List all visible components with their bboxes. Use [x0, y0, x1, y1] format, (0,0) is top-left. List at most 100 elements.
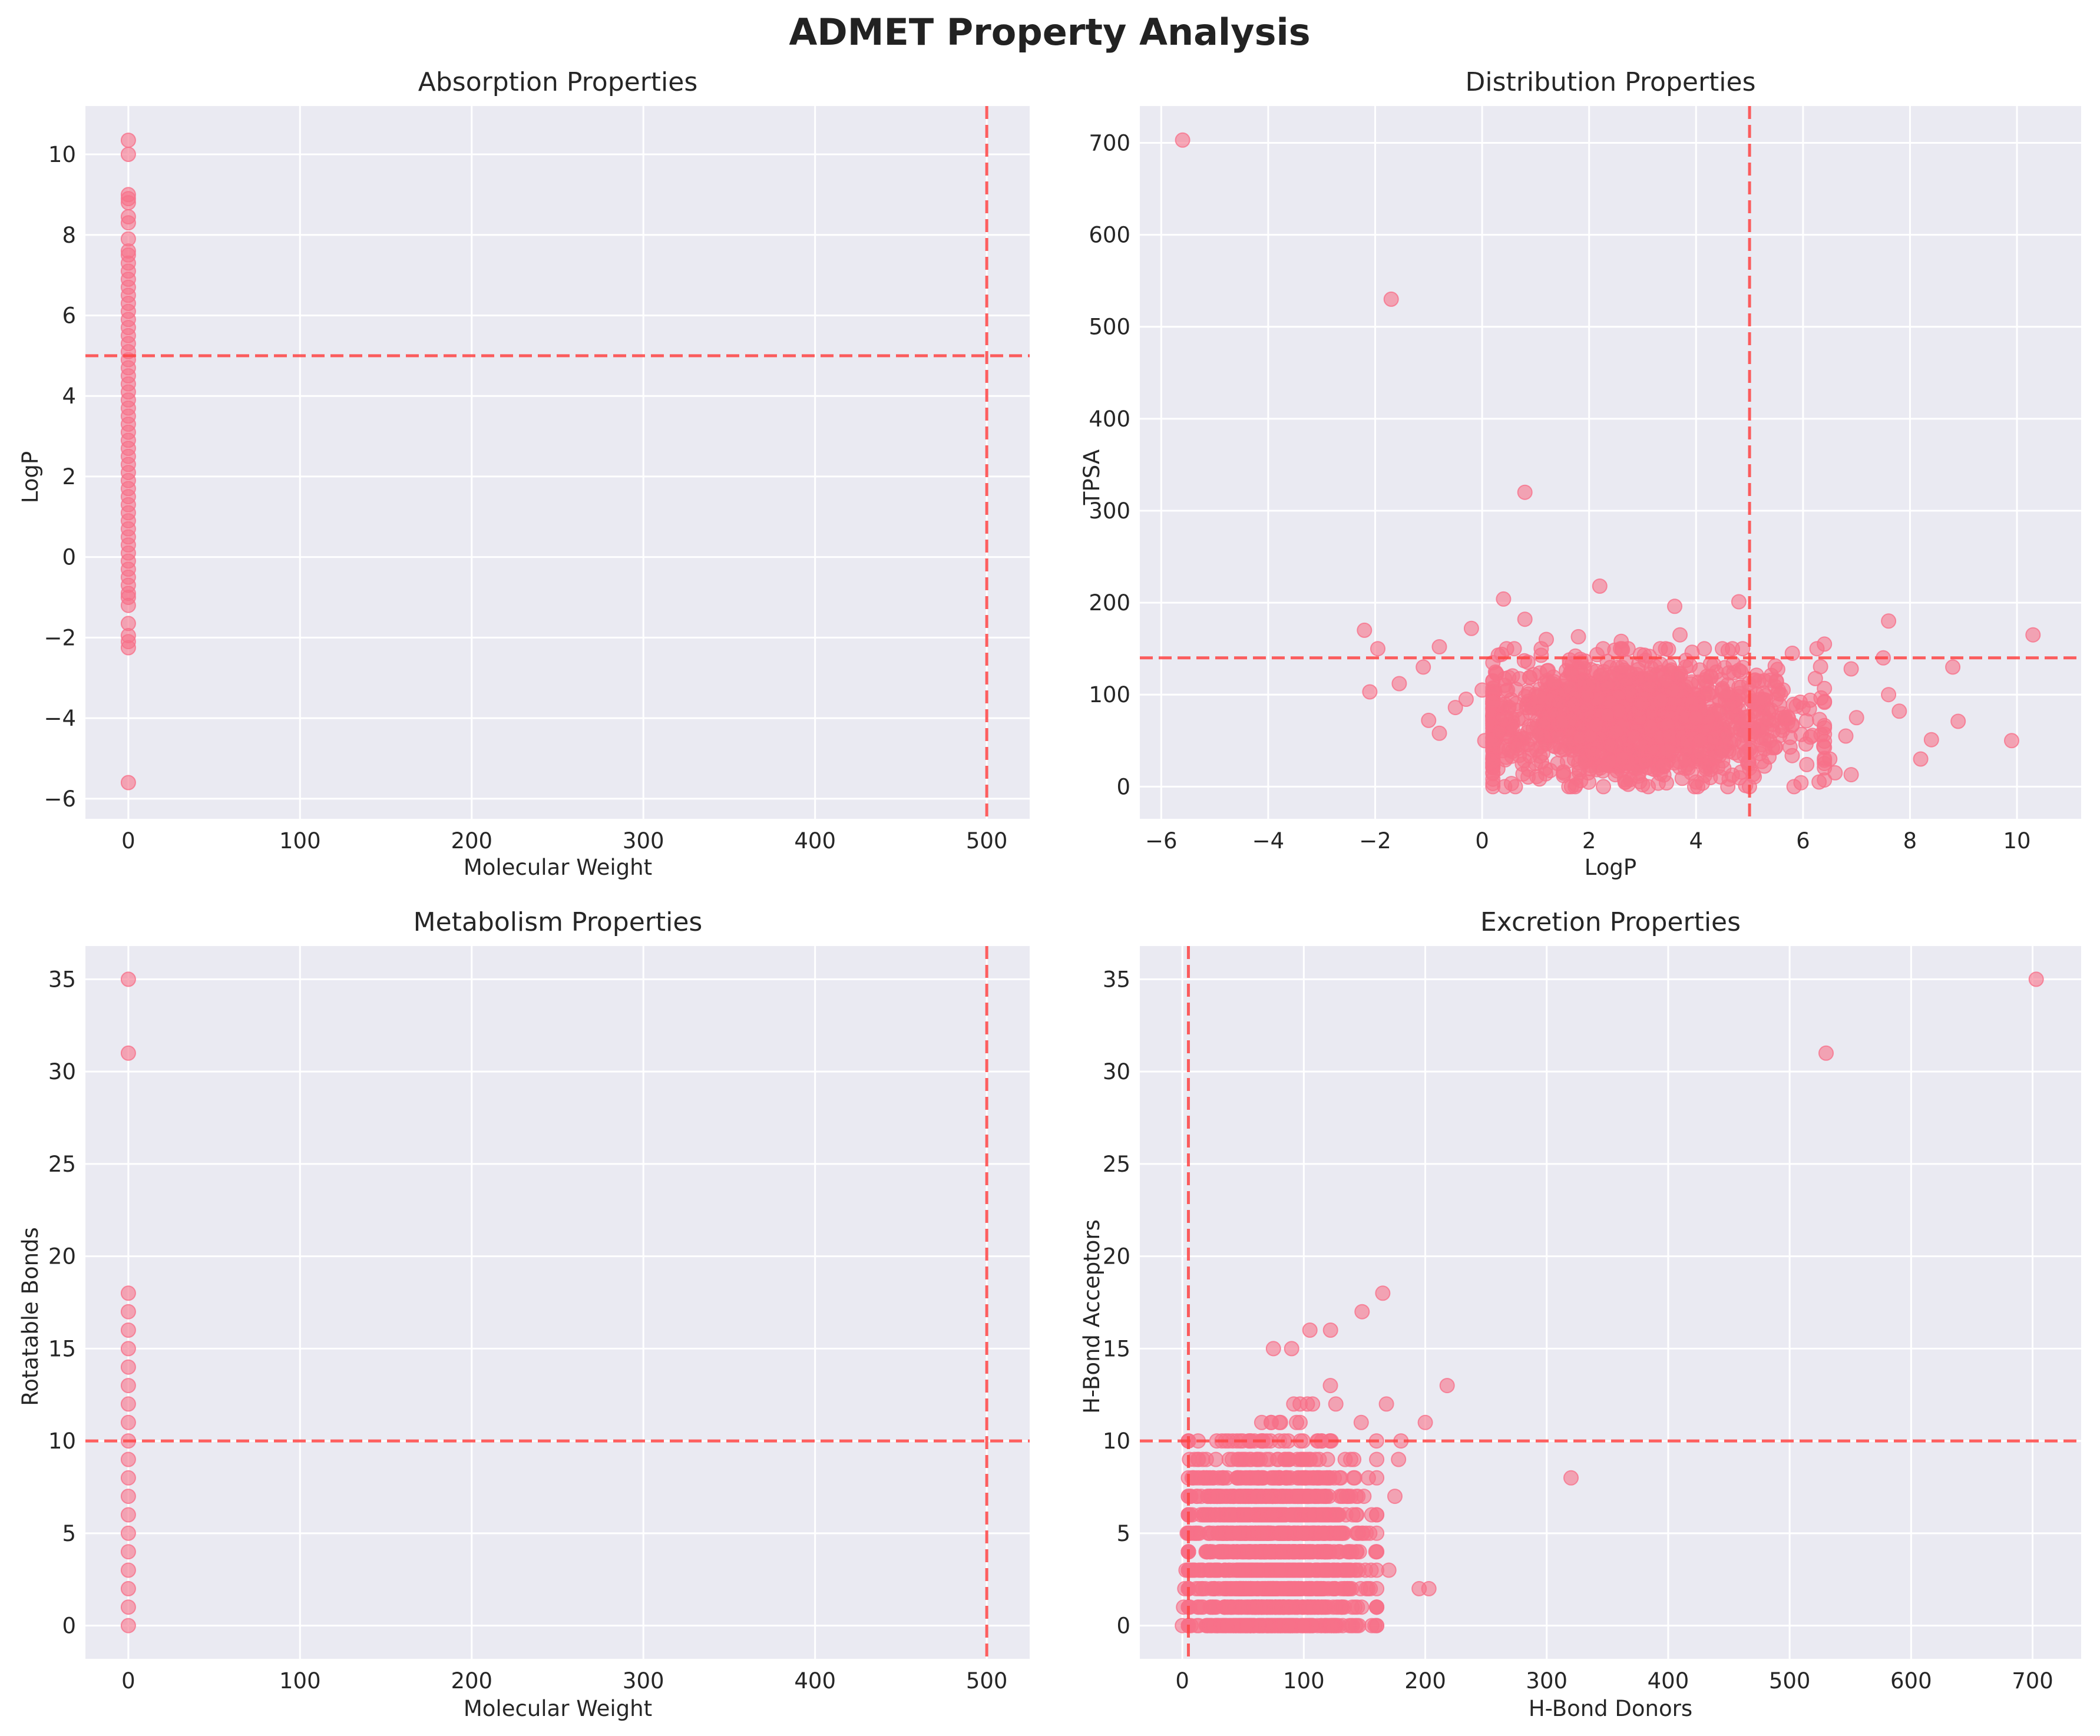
distribution-point: [1945, 659, 1961, 675]
distribution-point: [1763, 702, 1779, 718]
distribution-point: [1581, 677, 1597, 693]
distribution-xtick-label: 0: [1475, 828, 1489, 854]
distribution-point: [1684, 644, 1700, 660]
excretion-point: [1818, 1045, 1834, 1061]
distribution-point: [1881, 687, 1897, 703]
excretion-point: [1249, 1489, 1265, 1504]
distribution-point: [1772, 686, 1788, 702]
excretion-point: [1178, 1562, 1194, 1578]
distribution-point: [1659, 743, 1675, 759]
metabolism-ytick-label: 0: [62, 1613, 76, 1639]
metabolism-xtick-label: 100: [279, 1668, 321, 1694]
excretion-point: [1233, 1489, 1249, 1504]
distribution-point: [1822, 751, 1838, 767]
excretion-point: [1322, 1322, 1338, 1338]
absorption-ytick-label: 8: [62, 223, 76, 248]
distribution-point: [1586, 746, 1602, 762]
excretion-xtick-label: 300: [1526, 1668, 1567, 1694]
metabolism-point: [120, 1470, 136, 1486]
excretion-point: [1191, 1580, 1207, 1596]
distribution-point: [1578, 653, 1593, 669]
distribution-point: [1596, 779, 1611, 795]
distribution-xlabel: LogP: [1585, 855, 1636, 880]
excretion-point: [1334, 1489, 1350, 1504]
distribution-point: [1503, 776, 1519, 792]
distribution-point: [1677, 752, 1693, 768]
distribution-point: [1615, 750, 1631, 766]
excretion-point: [1332, 1525, 1348, 1541]
excretion-ytick-label: 10: [1103, 1429, 1130, 1454]
metabolism-xtick-label: 200: [451, 1668, 492, 1694]
excretion-ytick-label: 25: [1103, 1152, 1130, 1177]
distribution-point: [1658, 673, 1674, 689]
excretion-point: [1249, 1562, 1265, 1578]
absorption-ytick-label: −4: [44, 706, 76, 731]
excretion-point: [1297, 1470, 1313, 1486]
distribution-point: [1622, 684, 1638, 699]
distribution-point: [1613, 633, 1629, 649]
distribution-xtick-label: 6: [1796, 828, 1810, 854]
excretion-point: [1439, 1378, 1455, 1394]
excretion-point: [1319, 1562, 1335, 1578]
excretion-point: [1309, 1580, 1325, 1596]
excretion-point: [1378, 1396, 1394, 1412]
excretion-point: [1369, 1618, 1385, 1634]
excretion-point: [1266, 1470, 1282, 1486]
excretion-point: [1183, 1489, 1199, 1504]
metabolism-ytick-label: 25: [48, 1152, 76, 1177]
distribution-point: [1614, 659, 1630, 675]
distribution-ytick-label: 300: [1089, 498, 1130, 524]
excretion-point: [1239, 1618, 1255, 1634]
distribution-point: [1950, 713, 1966, 729]
distribution-point: [1463, 620, 1479, 636]
excretion-point: [1243, 1451, 1259, 1467]
distribution-point: [1714, 743, 1730, 759]
distribution-point: [1655, 758, 1671, 774]
distribution-point: [1501, 742, 1517, 758]
metabolism-point: [120, 1285, 136, 1301]
absorption-xtick-label: 300: [623, 828, 664, 854]
distribution-point: [1642, 649, 1657, 664]
absorption-xtick-label: 100: [279, 828, 321, 854]
distribution-xtick-label: 10: [2003, 828, 2030, 854]
distribution-point: [1608, 723, 1624, 739]
distribution-point: [1735, 660, 1751, 676]
distribution-panel: Distribution Properties LogP TPSA −6 −4 −2…: [1079, 67, 2081, 880]
excretion-point: [1369, 1544, 1385, 1560]
metabolism-point: [120, 1378, 136, 1394]
distribution-point: [1175, 132, 1190, 148]
excretion-point: [1348, 1544, 1364, 1560]
figure-title: ADMET Property Analysis: [789, 11, 1310, 54]
excretion-point: [1265, 1580, 1281, 1596]
metabolism-xtick-label: 400: [794, 1668, 836, 1694]
excretion-point: [1331, 1544, 1347, 1560]
excretion-point: [1328, 1396, 1344, 1412]
distribution-xtick-label: 2: [1582, 828, 1596, 854]
distribution-point: [1517, 611, 1533, 627]
excretion-point: [1381, 1562, 1397, 1578]
metabolism-ytick-label: 5: [62, 1521, 76, 1546]
excretion-point: [1189, 1618, 1205, 1634]
excretion-point: [1327, 1580, 1343, 1596]
distribution-ylabel: TPSA: [1079, 449, 1104, 505]
distribution-point: [1506, 641, 1522, 657]
distribution-point: [1848, 710, 1864, 726]
excretion-point: [1299, 1451, 1315, 1467]
excretion-point: [1341, 1618, 1357, 1634]
metabolism-xtick-label: 0: [121, 1668, 135, 1694]
distribution-point: [1489, 666, 1504, 682]
excretion-xlabel: H-Bond Donors: [1529, 1696, 1692, 1721]
distribution-point: [1529, 727, 1545, 743]
distribution-point: [1485, 755, 1501, 771]
excretion-ytick-label: 20: [1103, 1244, 1130, 1269]
distribution-point: [1485, 776, 1501, 791]
excretion-point: [1265, 1341, 1281, 1357]
excretion-panel: Excretion Properties H-Bond Donors H-Bon…: [1079, 907, 2081, 1721]
excretion-ytick-label: 5: [1116, 1521, 1130, 1546]
metabolism-point: [120, 1304, 136, 1320]
distribution-point: [1589, 717, 1605, 733]
distribution-point: [1553, 742, 1569, 758]
excretion-point: [1347, 1470, 1362, 1486]
excretion-point: [1375, 1285, 1391, 1301]
excretion-point: [1354, 1304, 1370, 1320]
